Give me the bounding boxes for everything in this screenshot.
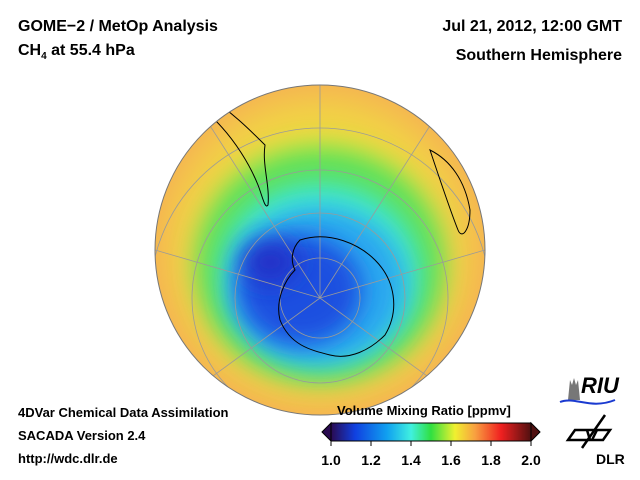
footer-method: 4DVar Chemical Data Assimilation — [18, 405, 229, 420]
colorbar — [330, 422, 532, 442]
footer-url-link[interactable]: http://wdc.dlr.de — [18, 451, 118, 466]
colorbar-tick-label: 1.0 — [321, 452, 341, 468]
footer-version: SACADA Version 2.4 — [18, 428, 146, 443]
graticule — [155, 85, 485, 415]
colorbar-max-arrow — [530, 421, 541, 443]
pressure-level: at 55.4 hPa — [46, 42, 135, 59]
map-title: GOME−2 / MetOp Analysis — [18, 18, 218, 35]
colorbar-tick-label: 1.2 — [361, 452, 381, 468]
species-level: CH4 at 55.4 hPa — [18, 42, 135, 62]
riu-logo-icon — [559, 378, 616, 405]
colorbar-ticks — [330, 441, 532, 446]
region: Southern Hemisphere — [455, 47, 622, 64]
colorbar-tick-label: 1.8 — [481, 452, 501, 468]
dlr-logo-icon — [565, 414, 613, 449]
species: CH — [18, 42, 42, 59]
colorbar-tick-label: 2.0 — [521, 452, 541, 468]
dlr-logo-text: DLR — [596, 451, 625, 467]
colorbar-tick-label: 1.6 — [441, 452, 461, 468]
colorbar-title: Volume Mixing Ratio [ppmv] — [337, 403, 511, 418]
species-subscript: 4 — [41, 51, 47, 63]
colorbar-tick-label: 1.4 — [401, 452, 421, 468]
datetime: Jul 21, 2012, 12:00 GMT — [442, 18, 622, 35]
riu-logo-text: RIU — [581, 373, 619, 398]
colorbar-min-arrow — [321, 421, 332, 443]
